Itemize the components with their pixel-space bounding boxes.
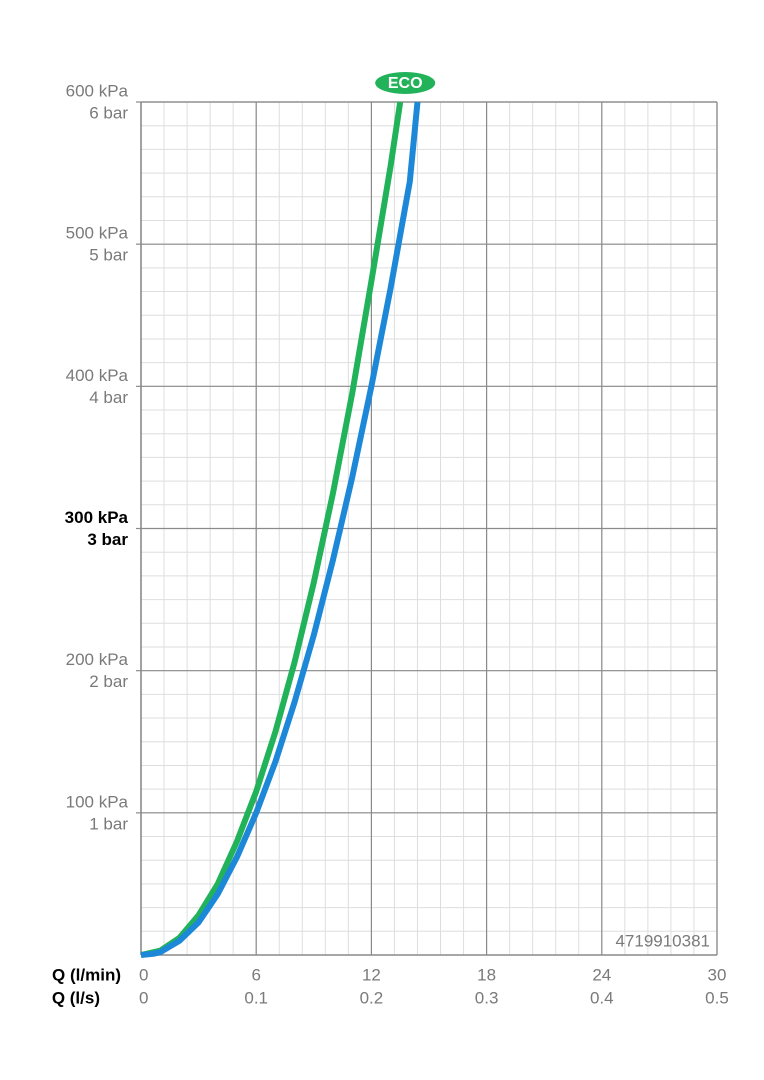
y-tick-label: 600 kPa	[66, 81, 129, 100]
series-line	[140, 101, 421, 958]
y2-tick-label: 2 bar	[89, 672, 128, 691]
part-number: 4719910381	[615, 931, 710, 950]
x-tick-label: 24	[592, 965, 611, 984]
x-tick-label: 30	[708, 965, 727, 984]
y-tick-label: 400 kPa	[66, 366, 129, 385]
lines: ECO	[140, 72, 436, 958]
labels: 0 6 12 18 24 30 0 0.1 0.2 0.3 0.4 0.5 100 kPa 200 kPa…	[65, 81, 729, 1007]
x2-tick-label: 0	[139, 988, 148, 1007]
y2-tick-label: 1 bar	[89, 814, 128, 833]
x-tick-label: 12	[362, 965, 381, 984]
grid	[136, 101, 718, 956]
x2-tick-label: 0.5	[705, 988, 729, 1007]
x-tick-label: 0	[139, 965, 148, 984]
eco-badge	[375, 72, 436, 94]
x2-tick-label: 0.1	[244, 988, 268, 1007]
y2-tick-label: 3 bar	[87, 530, 128, 549]
x-tick-label: 6	[251, 965, 260, 984]
eco-label: ECO	[388, 75, 423, 92]
x-tick-label: 18	[477, 965, 496, 984]
x2-tick-label: 0.3	[475, 988, 499, 1007]
y-tick-label: 200 kPa	[66, 650, 129, 669]
x2-axis-label: Q (l/s)	[52, 988, 100, 1007]
y-tick-label: 300 kPa	[65, 508, 129, 527]
y2-tick-label: 5 bar	[89, 246, 128, 265]
y-tick-label: 100 kPa	[66, 792, 129, 811]
y2-tick-label: 6 bar	[89, 103, 128, 122]
x2-tick-label: 0.4	[590, 988, 614, 1007]
series-line	[140, 101, 404, 958]
x2-tick-label: 0.2	[360, 988, 384, 1007]
y-tick-label: 500 kPa	[66, 224, 129, 243]
x-axis-label: Q (l/min)	[52, 965, 121, 984]
y2-tick-label: 4 bar	[89, 388, 128, 407]
